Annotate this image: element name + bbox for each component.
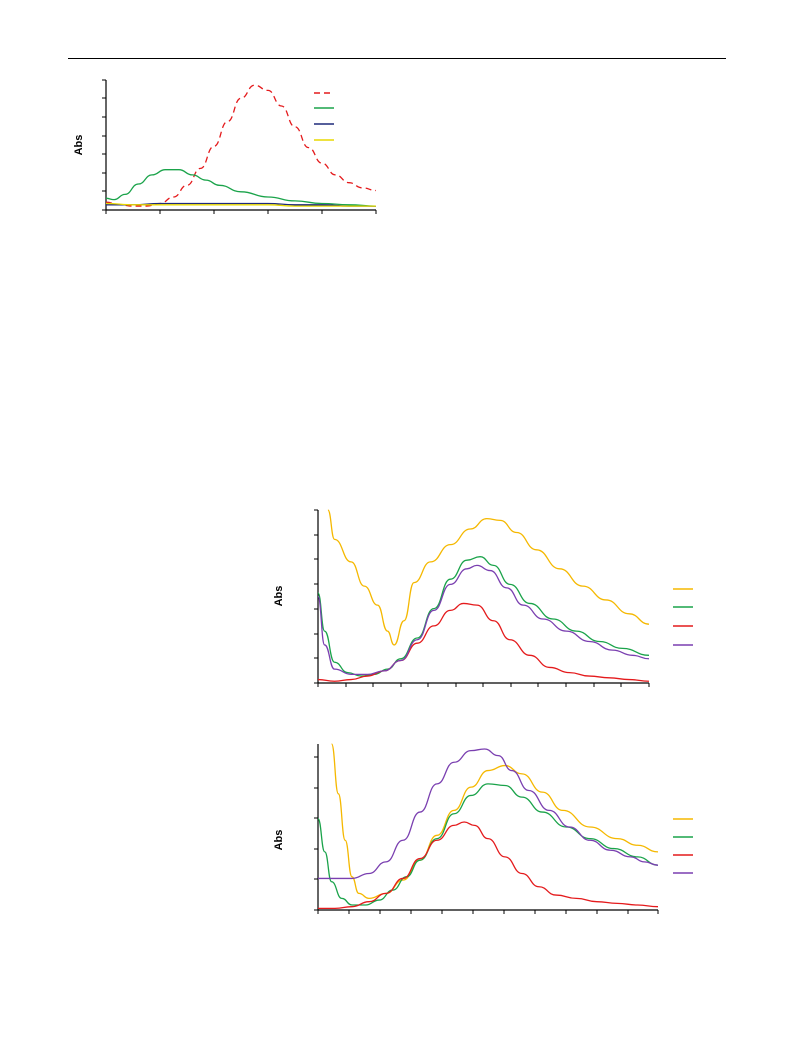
series-line-3 [106, 202, 376, 207]
chart3: Abs [273, 743, 693, 914]
series-line-2 [318, 783, 659, 906]
series-line-4 [106, 202, 376, 207]
header-rule [68, 58, 726, 59]
series-line-3 [318, 602, 650, 682]
chart1: Abs [73, 79, 377, 214]
series-line-4 [318, 564, 650, 676]
y-axis-label: Abs [273, 586, 285, 607]
y-axis-label: Abs [73, 135, 85, 156]
series-line-1 [327, 509, 650, 646]
series-line-4 [318, 748, 659, 880]
chart2: Abs [273, 509, 693, 687]
series-line-2 [318, 556, 650, 677]
series-line-1 [106, 84, 377, 207]
series-line-3 [318, 821, 659, 909]
y-axis-label: Abs [273, 830, 285, 851]
series-line-2 [106, 169, 377, 207]
series-line-1 [330, 743, 659, 900]
